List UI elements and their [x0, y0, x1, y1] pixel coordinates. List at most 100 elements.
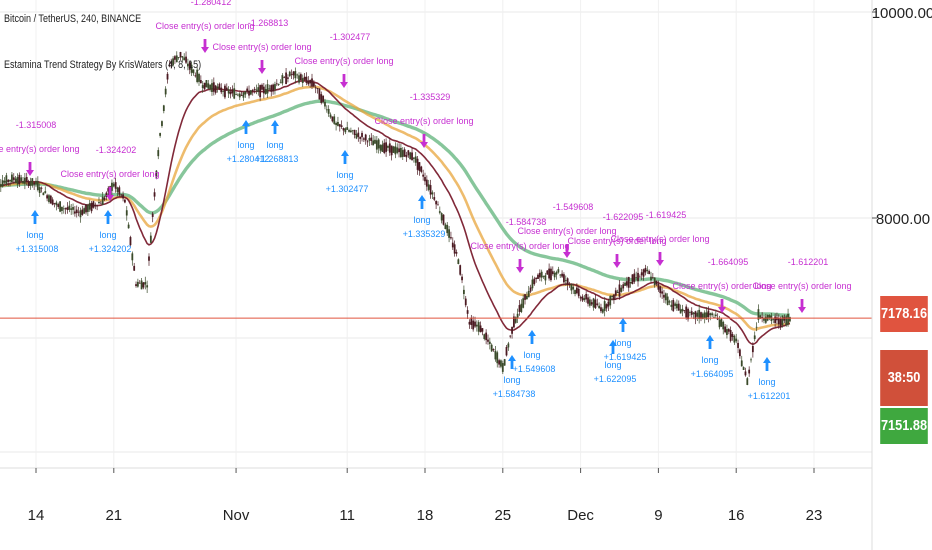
candle-body-324 — [590, 302, 593, 305]
candle-body-378 — [690, 311, 693, 315]
candle-body-302 — [550, 268, 552, 281]
entry-label: long — [237, 140, 254, 150]
candle-body-296 — [538, 272, 541, 278]
candle-body-33 — [51, 199, 54, 205]
grid-lines — [0, 0, 872, 468]
candle-body-369 — [674, 303, 676, 306]
candle-body-149 — [266, 84, 269, 94]
candle-body-336 — [613, 294, 615, 301]
candle-body-312 — [568, 283, 571, 285]
candle-body-371 — [677, 303, 680, 311]
candle-body-396 — [724, 326, 726, 333]
candle-body-387 — [707, 310, 710, 317]
candle-body-309 — [563, 274, 565, 283]
candle-body-398 — [727, 328, 730, 332]
candle-body-7 — [3, 180, 6, 183]
entry-value: +1.315008 — [16, 244, 59, 254]
candle-body-275 — [500, 360, 502, 367]
candle-body-133 — [237, 94, 239, 96]
candle-body-297 — [540, 271, 543, 278]
candle-body-246 — [446, 224, 449, 234]
candle-body-327 — [596, 303, 599, 305]
entry-label: long — [336, 170, 353, 180]
candle-body-334 — [609, 295, 612, 306]
candle-body-37 — [59, 201, 61, 212]
candle-body-51 — [85, 204, 87, 213]
candle-body-40 — [64, 208, 67, 210]
candle-body-45 — [74, 211, 76, 214]
candle-body-241 — [437, 204, 439, 206]
candle-body-234 — [424, 177, 426, 182]
candle-body-256 — [464, 298, 467, 306]
exit-arrow-icon — [340, 74, 348, 88]
candle-body-124 — [220, 87, 223, 93]
candle-body-404 — [739, 349, 741, 357]
candle-body-159 — [285, 72, 287, 84]
candle-body-141 — [251, 89, 254, 92]
candle-body-13 — [14, 178, 17, 183]
candle-body-78 — [135, 284, 137, 287]
candle-body-11 — [11, 174, 13, 183]
candle-body-243 — [440, 213, 443, 221]
candle-body-411 — [751, 346, 754, 353]
candle-body-98 — [172, 58, 174, 66]
candle-body-389 — [711, 313, 714, 316]
entry-arrow-icon — [104, 210, 112, 224]
candle-body-280 — [509, 335, 512, 337]
exit-value: -1.622095 — [603, 212, 644, 222]
candle-body-343 — [626, 281, 628, 286]
candle-body-157 — [281, 75, 284, 84]
candle-body-210 — [379, 145, 382, 151]
exit-value: -1.619425 — [646, 210, 687, 220]
candle-body-121 — [214, 85, 217, 93]
candle-body-415 — [759, 315, 762, 319]
candle-body-362 — [661, 291, 664, 294]
candle-body-382 — [698, 309, 701, 320]
candle-body-12 — [12, 177, 15, 180]
candle-body-242 — [438, 211, 441, 213]
candle-body-204 — [368, 138, 371, 141]
candle-body-93 — [162, 105, 165, 112]
candle-body-233 — [422, 174, 425, 177]
candle-body-53 — [88, 203, 91, 210]
candle-body-107 — [188, 62, 191, 70]
candle-body-221 — [400, 147, 402, 157]
entry-label: long — [413, 215, 430, 225]
candle-body-331 — [603, 301, 606, 311]
candle-body-66 — [112, 183, 115, 187]
candle-body-118 — [209, 84, 212, 89]
exit-value: -1.268813 — [248, 18, 289, 28]
candle-body-403 — [737, 342, 739, 348]
candle-body-322 — [587, 297, 589, 304]
candle-body-165 — [296, 74, 299, 76]
candle-body-58 — [98, 202, 100, 204]
candle-body-123 — [218, 83, 221, 90]
candle-body-363 — [663, 294, 665, 298]
candle-body-194 — [350, 130, 352, 133]
lower-price-badge: 7151.88 — [880, 408, 928, 444]
candle-body-190 — [342, 128, 345, 131]
candle-body-119 — [211, 83, 213, 92]
candle-body-72 — [124, 199, 126, 203]
exit-arrow-icon — [798, 299, 806, 313]
candle-body-23 — [33, 182, 36, 185]
candle-body-319 — [581, 296, 584, 301]
entry-label: long — [26, 230, 43, 240]
candle-body-29 — [44, 191, 47, 193]
candle-body-287 — [522, 298, 525, 308]
entry-label: long — [604, 360, 621, 370]
entry-value: +1.622095 — [594, 374, 637, 384]
candle-body-185 — [333, 116, 336, 124]
entry-arrow-icon — [242, 120, 251, 134]
candle-body-428 — [783, 317, 786, 321]
candle-body-162 — [290, 73, 293, 75]
candle-body-74 — [127, 224, 130, 229]
candle-body-76 — [131, 253, 134, 261]
candle-body-235 — [425, 179, 428, 187]
candle-body-71 — [122, 194, 124, 199]
candle-body-401 — [733, 335, 736, 343]
candle-body-356 — [650, 276, 652, 281]
candle-body-395 — [722, 321, 725, 330]
candle-body-122 — [216, 86, 219, 89]
